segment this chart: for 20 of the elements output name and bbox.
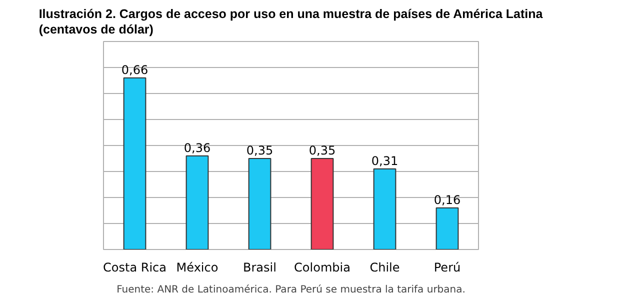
chart-title: Ilustración 2. Cargos de acceso por uso en una muestra de países de América Latina (centavos de dólar) (38, 7, 544, 36)
bar (186, 155, 209, 250)
x-tick-label: Costa Rica (103, 260, 166, 274)
data-label: 0,35 (308, 144, 336, 158)
bar (373, 168, 396, 250)
x-tick-label: Perú (434, 260, 461, 274)
data-label: 0,36 (184, 140, 211, 155)
source-note: Fuente: ANR de Latinoamérica. Para Perú se muestra la tarifa urbana. (116, 284, 466, 296)
x-tick-label: Colombia (294, 260, 350, 274)
data-label: 0,16 (434, 192, 461, 207)
bar (248, 158, 272, 250)
data-label: 0,35 (246, 144, 274, 158)
data-label: 0,31 (371, 154, 398, 168)
bar (436, 207, 459, 250)
bar (123, 77, 146, 250)
bar (310, 158, 334, 250)
x-tick-label: México (176, 260, 218, 274)
x-tick-label: Chile (370, 260, 400, 274)
data-label: 0,66 (121, 62, 148, 77)
x-tick-label: Brasil (243, 260, 276, 274)
